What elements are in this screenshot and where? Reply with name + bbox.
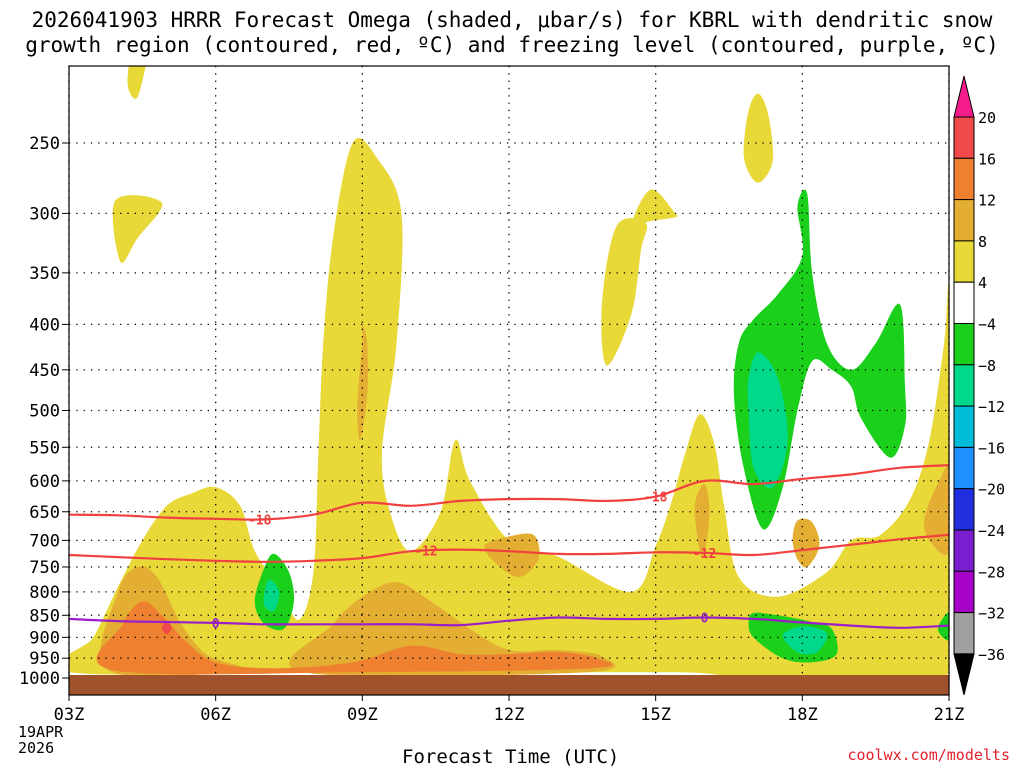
colorbar-swatch-10 (953, 488, 975, 531)
y-tick-label-250: 250 (29, 134, 60, 154)
region-omega-neg8-neg12 (747, 352, 788, 489)
colorbar-label-10: −24 (978, 522, 1005, 540)
contour-label-−18-0: -18 (248, 513, 272, 528)
region-omega-4-8-top-right (743, 93, 774, 183)
y-tick-label-850: 850 (29, 606, 60, 626)
colorbar-label-9: −20 (978, 481, 1005, 499)
y-tick-label-500: 500 (29, 402, 60, 422)
colorbar-label-4: 4 (978, 274, 987, 292)
colorbar-label-7: −12 (978, 398, 1005, 416)
colorbar-swatch-8 (953, 405, 975, 448)
x-tick-label-12Z: 12Z (494, 705, 525, 725)
colorbar-swatch-3 (953, 199, 975, 242)
contour-label-−12-0: -12 (414, 545, 437, 560)
contour-layer: -18 -18 -12 -12 0 0 (69, 464, 949, 632)
colorbar-label-12: −32 (978, 605, 1005, 623)
colorbar-swatch-4 (953, 240, 975, 283)
colorbar-label-2: 12 (978, 192, 996, 210)
site-credit: coolwx.com/modelts (847, 746, 1010, 764)
x-axis-label: Forecast Time (UTC) (402, 746, 620, 768)
contour-−12 (69, 533, 949, 563)
colorbar-swatch-1 (953, 116, 975, 159)
y-tick-label-900: 900 (29, 628, 60, 648)
region-omega-4-8-top-left (127, 66, 146, 99)
colorbar-label-1: 16 (978, 150, 996, 168)
y-tick-label-300: 300 (29, 204, 60, 224)
y-tick-label-600: 600 (29, 472, 60, 492)
region-omega-4-8-upper-3 (601, 218, 648, 366)
colorbar-cap-top (953, 75, 975, 118)
colorbar: 20 16 12 8 4 −4 −8 −12 −16 −20 −24 −28 −32 −36 (953, 75, 1005, 696)
colorbar-swatch-6 (953, 323, 975, 366)
region-omega-8-12-f (792, 518, 820, 568)
region-omega-4-8-upper-1 (112, 195, 163, 263)
region-omega-neg8-neg12-b (263, 579, 280, 612)
y-axis-ticks: 2503003504004505005506006507007508008509… (19, 134, 69, 689)
colorbar-label-8: −16 (978, 439, 1005, 457)
colorbar-cap-bottom (953, 653, 975, 696)
region-omega-4-8-upper-2 (631, 189, 679, 228)
region-omega-neg8-neg12-c (782, 626, 828, 655)
x-tick-label-15Z: 15Z (640, 705, 671, 725)
omega-shading-layer (69, 66, 949, 695)
date-label-month: 19APR (18, 723, 64, 741)
contour-label-0-1: 0 (701, 612, 709, 627)
region-omega-4-8 (69, 138, 949, 695)
x-tick-label-09Z: 09Z (347, 705, 378, 725)
colorbar-swatch-11 (953, 529, 975, 572)
colorbar-swatch-12 (953, 570, 975, 614)
date-label-year: 2026 (18, 739, 55, 757)
colorbar-label-0: 20 (978, 109, 996, 127)
x-tick-label-06Z: 06Z (200, 705, 231, 725)
colorbar-swatch-9 (953, 446, 975, 490)
y-tick-label-550: 550 (29, 438, 60, 458)
region-omega-8-12-c (357, 324, 368, 441)
y-tick-label-400: 400 (29, 315, 60, 335)
chart-title-line-1: 2026041903 HRRR Forecast Omega (shaded, … (31, 8, 993, 32)
contour-label-0-0: 0 (212, 617, 220, 632)
colorbar-label-5: −4 (978, 316, 996, 334)
colorbar-swatch-5 (953, 281, 975, 325)
colorbar-swatch-13 (953, 612, 975, 655)
colorbar-label-13: −36 (978, 646, 1005, 664)
y-tick-label-450: 450 (29, 361, 60, 381)
y-tick-label-750: 750 (29, 558, 60, 578)
region-omega-8-12-d (484, 533, 540, 578)
colorbar-swatch-7 (953, 364, 975, 407)
region-omega-16-20 (161, 622, 172, 635)
x-tick-label-18Z: 18Z (787, 705, 818, 725)
colorbar-label-6: −8 (978, 357, 996, 375)
region-omega-8-12-g (924, 466, 949, 556)
colorbar-label-3: 8 (978, 233, 987, 251)
y-tick-label-1000: 1000 (19, 669, 60, 689)
contour-0 (69, 616, 949, 629)
x-axis-ticks: 03Z 06Z 09Z 12Z 15Z 18Z 21Z (54, 695, 965, 725)
chart-title-line-2: growth region (contoured, red, ºC) and f… (25, 33, 999, 57)
y-tick-label-650: 650 (29, 503, 60, 523)
colorbar-swatch-2 (953, 157, 975, 201)
contour-−18 (69, 464, 949, 521)
region-omega-12-16 (96, 601, 613, 675)
contour-label-−18-1: -18 (644, 491, 668, 506)
x-tick-label-21Z: 21Z (934, 705, 965, 725)
y-tick-label-800: 800 (29, 583, 60, 603)
region-omega-8-12-e (694, 484, 710, 559)
x-tick-label-03Z: 03Z (54, 705, 85, 725)
colorbar-label-11: −28 (978, 563, 1005, 581)
y-tick-label-700: 700 (29, 531, 60, 551)
ground-surface (69, 675, 949, 695)
contour-label-−12-1: -12 (693, 547, 716, 562)
y-tick-label-350: 350 (29, 264, 60, 284)
y-tick-label-950: 950 (29, 649, 60, 669)
